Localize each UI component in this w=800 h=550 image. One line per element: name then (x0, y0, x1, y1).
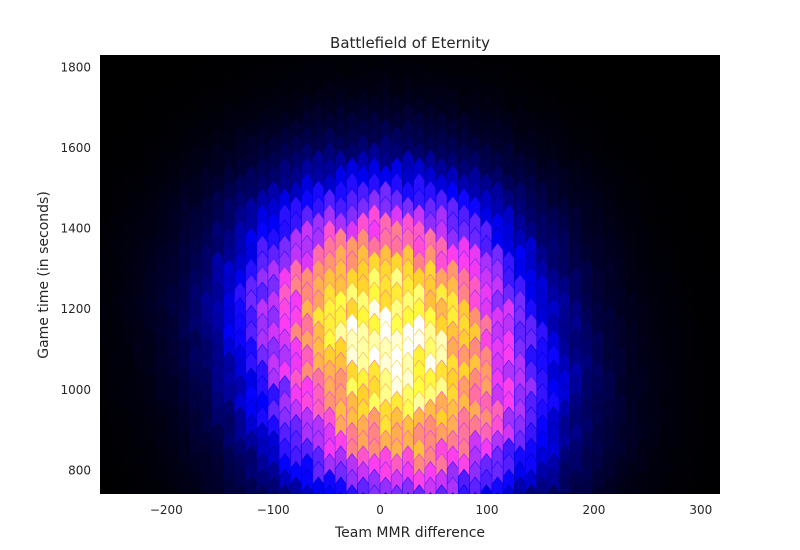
hexbin-cell (626, 25, 637, 55)
hexbin-cell (100, 343, 101, 360)
hexbin-cell (100, 265, 101, 282)
hexbin-cell (649, 25, 660, 55)
hexbin-cell (428, 492, 432, 494)
hexbin-cell (100, 281, 101, 297)
hexbin-cells (89, 25, 727, 523)
hexbin-cell (272, 492, 276, 494)
hexbin-cell (582, 25, 593, 55)
y-axis-label: Game time (in seconds) (36, 191, 52, 359)
x-axis-ticks: −200 −100 0 100 200 300 (150, 503, 712, 517)
chart-title: Battlefield of Eternity (330, 34, 490, 52)
hexbin-cell (100, 93, 101, 110)
x-tick-label: −200 (150, 503, 183, 517)
hexbin-cell (100, 359, 101, 375)
hexbin-cell (100, 421, 101, 438)
y-tick-label: 800 (68, 463, 91, 477)
hexbin-cell (182, 492, 186, 494)
hexbin-cell (134, 25, 145, 55)
hexbin-cell (249, 492, 253, 494)
hexbin-cell (585, 492, 589, 494)
hexbin-cell (697, 492, 701, 494)
x-tick-label: 200 (582, 503, 605, 517)
hexbin-cell (604, 25, 615, 55)
hexbin-cell (559, 25, 570, 55)
y-tick-label: 1600 (60, 141, 91, 155)
hexbin-cell (100, 483, 101, 494)
hexbin-cell (361, 492, 365, 494)
hexbin-cell (473, 492, 477, 494)
hexbin-cell (563, 492, 567, 494)
y-tick-label: 1200 (60, 302, 91, 316)
hexbin-cell (160, 492, 164, 494)
plot-area (89, 25, 727, 523)
hexbin-cell (115, 492, 119, 494)
hexbin-cell (156, 25, 167, 55)
hexbin-cell (100, 171, 101, 188)
y-tick-label: 1000 (60, 383, 91, 397)
hexbin-cell (384, 492, 388, 494)
x-axis-label: Team MMR difference (334, 525, 485, 541)
hexbin-cell (100, 405, 101, 422)
hexbin-cell (268, 25, 279, 55)
hexbin-cell (201, 25, 212, 55)
x-tick-label: 0 (376, 503, 384, 517)
hexbin-cell (89, 25, 100, 55)
hexbin-cell (671, 25, 682, 55)
y-tick-label: 1400 (60, 222, 91, 236)
hexbin-cell (204, 492, 208, 494)
hexbin-cell (100, 249, 101, 266)
hexbin-cell (89, 493, 100, 523)
hexbin-cell (514, 25, 525, 55)
hexbin-cell (294, 492, 298, 494)
hexbin-cell (100, 187, 101, 204)
x-tick-label: 100 (476, 503, 499, 517)
hexbin-cell (496, 492, 500, 494)
hexbin-cell (246, 25, 257, 55)
hexbin-cell (290, 25, 301, 55)
y-tick-label: 1800 (60, 61, 91, 75)
hexbin-cell (537, 25, 548, 55)
hexbin-cell (716, 493, 727, 523)
hexbin-cell (492, 25, 503, 55)
hexbin-cell (313, 25, 324, 55)
hexbin-cell (675, 492, 679, 494)
x-tick-label: −100 (257, 503, 290, 517)
hexbin-cell (518, 492, 522, 494)
y-axis-ticks: 800 1000 1200 1400 1600 1800 (60, 61, 91, 478)
hexbin-cell (223, 25, 234, 55)
hexbin-cell (339, 492, 343, 494)
hexbin-cell (100, 78, 101, 95)
hexbin-cell (652, 492, 656, 494)
hexbin-cell (694, 25, 705, 55)
hexbin-cell (406, 492, 410, 494)
hexbin-cell (630, 492, 634, 494)
hexbin-cell (100, 327, 101, 344)
hexbin-cell (227, 492, 231, 494)
x-tick-label: 300 (689, 503, 712, 517)
hexbin-cell (540, 492, 544, 494)
hexbin-cell (716, 25, 727, 55)
hexbin-cell (100, 109, 101, 126)
hexbin-cell (111, 25, 122, 55)
hexbin-cell (608, 492, 612, 494)
hexbin-cell (100, 437, 101, 453)
hexbin-cell (715, 478, 720, 494)
hexbin-cell (451, 492, 455, 494)
hexbin-cell (137, 492, 141, 494)
hexbin-cell (178, 25, 189, 55)
hexbin-cell (316, 492, 320, 494)
